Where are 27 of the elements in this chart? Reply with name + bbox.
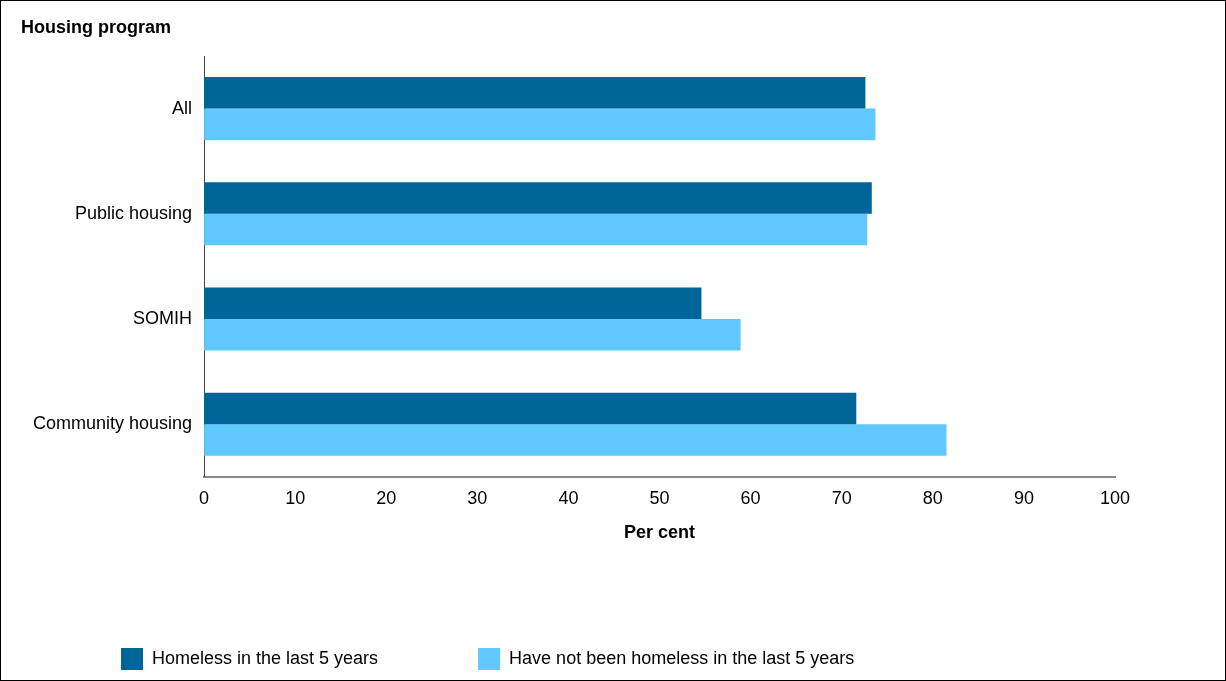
x-tick-label: 20 — [376, 487, 397, 508]
bar — [204, 77, 866, 109]
bar — [204, 213, 868, 246]
legend-label: Homeless in the last 5 years — [152, 647, 379, 668]
x-axis-title: Per cent — [624, 522, 696, 543]
x-tick-label: 70 — [831, 487, 852, 508]
x-tick-label: 40 — [558, 487, 579, 508]
bar — [204, 182, 872, 214]
x-tick-label: 10 — [285, 487, 306, 508]
bar — [204, 319, 741, 351]
y-tick-label: SOMIH — [133, 307, 193, 328]
x-tick-label: 0 — [199, 487, 210, 508]
legend-label: Have not been homeless in the last 5 years — [509, 647, 855, 668]
y-axis-title: Housing program — [21, 16, 172, 37]
bar — [204, 392, 857, 425]
x-tick-label: 50 — [649, 487, 670, 508]
x-tick-label: 100 — [1099, 487, 1131, 508]
x-tick-label: 80 — [922, 487, 943, 508]
bar — [204, 424, 947, 456]
y-tick-label: All — [172, 97, 193, 118]
bar — [204, 287, 702, 319]
y-tick-label: Public housing — [74, 202, 193, 223]
x-tick-label: 30 — [467, 487, 488, 508]
x-tick-label: 60 — [740, 487, 761, 508]
bar — [204, 108, 876, 141]
y-tick-label: Community housing — [33, 413, 193, 434]
x-tick-label: 90 — [1013, 487, 1034, 508]
